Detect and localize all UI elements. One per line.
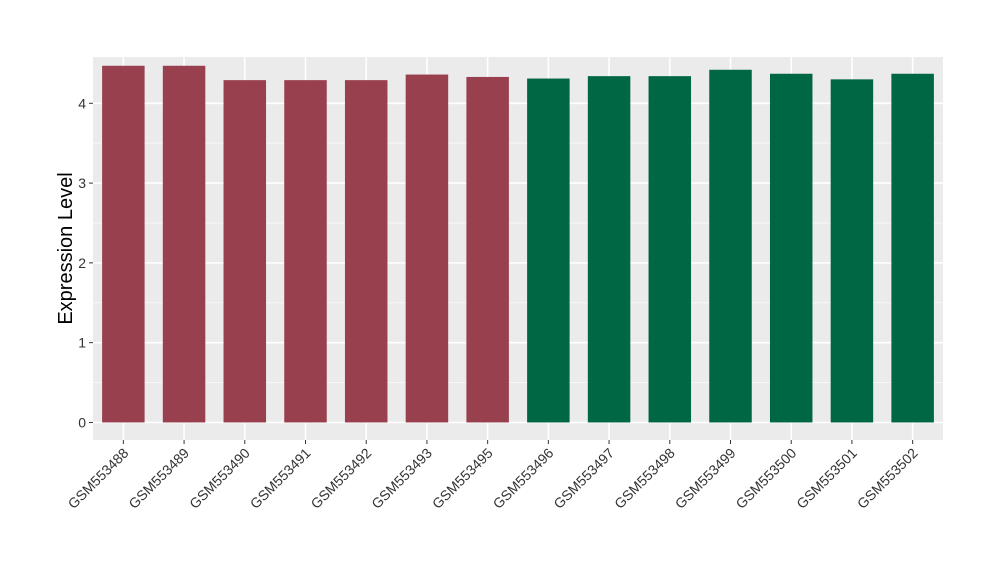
bars bbox=[102, 65, 934, 423]
x-tick-label: GSM553488 bbox=[65, 445, 132, 512]
y-tick-label: 3 bbox=[78, 175, 86, 191]
y-axis-title: Expression Level bbox=[55, 172, 77, 324]
bar bbox=[587, 76, 631, 423]
x-tick-label: GSM553501 bbox=[793, 445, 860, 512]
x-tick-label: GSM553499 bbox=[672, 445, 739, 512]
bar bbox=[466, 76, 509, 423]
bar bbox=[527, 78, 570, 423]
x-tick-label: GSM553498 bbox=[611, 445, 678, 512]
bar bbox=[830, 79, 874, 423]
bar bbox=[284, 80, 327, 423]
bar bbox=[223, 80, 267, 423]
bar bbox=[344, 80, 388, 423]
y-tick-label: 4 bbox=[78, 95, 86, 111]
y-axis: 0 1 2 3 4 bbox=[78, 95, 93, 430]
x-tick-label: GSM553495 bbox=[429, 445, 496, 512]
x-tick-label: GSM553489 bbox=[125, 445, 192, 512]
x-tick-label: GSM553496 bbox=[490, 445, 557, 512]
x-tick-label: GSM553492 bbox=[307, 445, 374, 512]
x-tick-label: GSM553500 bbox=[732, 445, 799, 512]
bar bbox=[648, 76, 692, 423]
bar bbox=[102, 65, 145, 423]
x-tick-label: GSM553497 bbox=[550, 445, 617, 512]
y-tick-label: 0 bbox=[78, 414, 86, 430]
x-axis: GSM553488GSM553489GSM553490GSM553491GSM5… bbox=[65, 440, 921, 512]
x-tick-label: GSM553491 bbox=[247, 445, 314, 512]
bar bbox=[162, 65, 206, 423]
bar bbox=[769, 73, 813, 423]
bar bbox=[709, 69, 752, 423]
x-tick-label: GSM553502 bbox=[854, 445, 921, 512]
y-tick-label: 1 bbox=[78, 335, 86, 351]
bar bbox=[405, 74, 449, 423]
y-tick-label: 2 bbox=[78, 255, 86, 271]
x-tick-label: GSM553490 bbox=[186, 445, 253, 512]
bar bbox=[891, 73, 934, 423]
x-tick-label: GSM553493 bbox=[368, 445, 435, 512]
